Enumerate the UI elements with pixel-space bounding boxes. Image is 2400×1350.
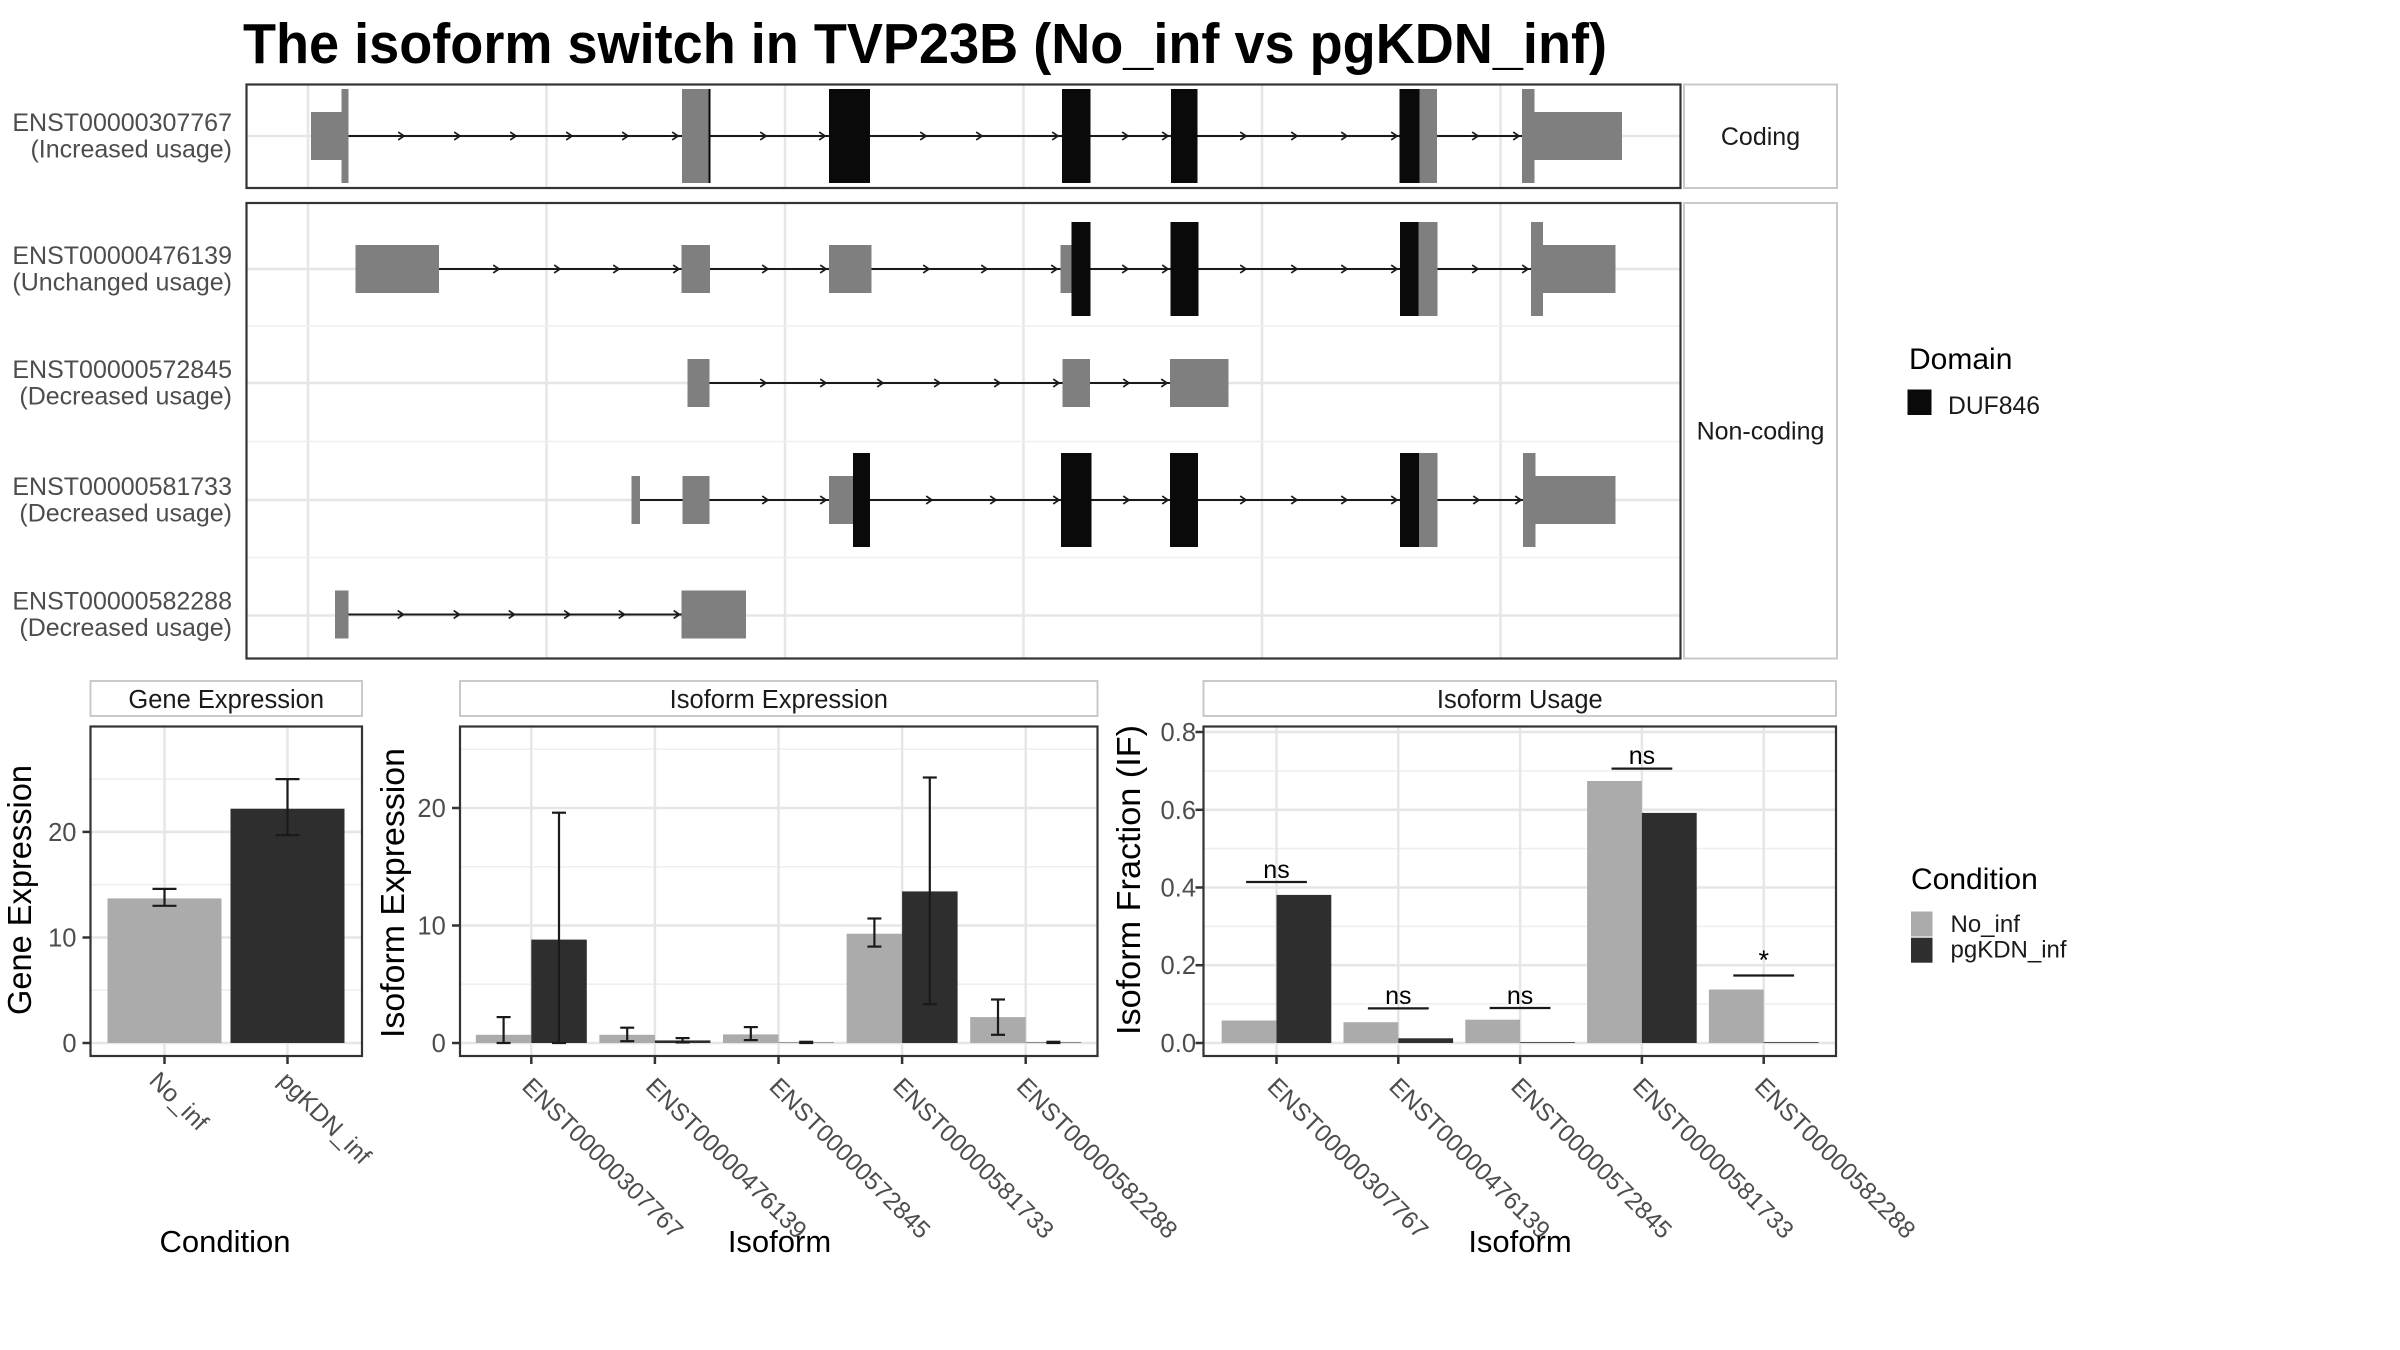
svg-text:Isoform Expression: Isoform Expression <box>670 686 888 714</box>
svg-text:ENST00000476139: ENST00000476139 <box>12 242 232 270</box>
svg-text:ns: ns <box>1629 742 1655 770</box>
svg-text:pgKDN_inf: pgKDN_inf <box>1951 937 2067 964</box>
svg-text:10: 10 <box>417 913 445 941</box>
svg-text:0: 0 <box>62 1030 76 1058</box>
svg-text:(Increased usage): (Increased usage) <box>30 136 232 164</box>
svg-text:Condition: Condition <box>1911 863 2038 896</box>
svg-text:Gene Expression: Gene Expression <box>128 686 324 714</box>
svg-text:Isoform Fraction (IF): Isoform Fraction (IF) <box>1110 725 1147 1035</box>
svg-text:The isoform switch in TVP23B (: The isoform switch in TVP23B (No_inf vs … <box>243 12 1607 76</box>
svg-text:ns: ns <box>1507 982 1533 1010</box>
svg-text:(Decreased usage): (Decreased usage) <box>19 500 232 528</box>
svg-text:No_inf: No_inf <box>1951 911 2021 938</box>
svg-text:*: * <box>1758 945 1769 975</box>
svg-text:20: 20 <box>417 795 445 823</box>
svg-text:20: 20 <box>48 819 76 847</box>
svg-text:DUF846: DUF846 <box>1948 393 2040 420</box>
svg-text:Isoform: Isoform <box>728 1224 831 1259</box>
svg-text:(Decreased usage): (Decreased usage) <box>19 614 232 642</box>
svg-text:0.8: 0.8 <box>1161 719 1196 747</box>
svg-text:10: 10 <box>48 925 76 953</box>
svg-text:(Decreased usage): (Decreased usage) <box>19 383 232 411</box>
svg-text:Isoform Usage: Isoform Usage <box>1437 686 1603 714</box>
svg-text:0.0: 0.0 <box>1161 1030 1196 1058</box>
svg-text:0.2: 0.2 <box>1161 952 1196 980</box>
svg-text:0.6: 0.6 <box>1161 797 1196 825</box>
svg-text:(Unchanged usage): (Unchanged usage) <box>12 269 232 297</box>
svg-text:ENST00000307767: ENST00000307767 <box>12 109 232 137</box>
svg-text:Isoform Expression: Isoform Expression <box>374 748 411 1038</box>
svg-text:Non-coding: Non-coding <box>1697 418 1825 446</box>
svg-text:Condition: Condition <box>160 1224 291 1259</box>
svg-text:Gene Expression: Gene Expression <box>1 765 38 1015</box>
svg-text:0.4: 0.4 <box>1161 875 1196 903</box>
svg-text:ENST00000581733: ENST00000581733 <box>12 473 232 501</box>
svg-text:Isoform: Isoform <box>1468 1224 1571 1259</box>
svg-text:ns: ns <box>1385 982 1411 1010</box>
svg-text:ENST00000582288: ENST00000582288 <box>12 588 232 616</box>
svg-text:Coding: Coding <box>1721 123 1800 151</box>
svg-text:ENST00000572845: ENST00000572845 <box>12 356 232 384</box>
svg-text:Domain: Domain <box>1909 343 2012 376</box>
svg-text:0: 0 <box>432 1030 446 1058</box>
svg-text:ns: ns <box>1263 856 1289 884</box>
